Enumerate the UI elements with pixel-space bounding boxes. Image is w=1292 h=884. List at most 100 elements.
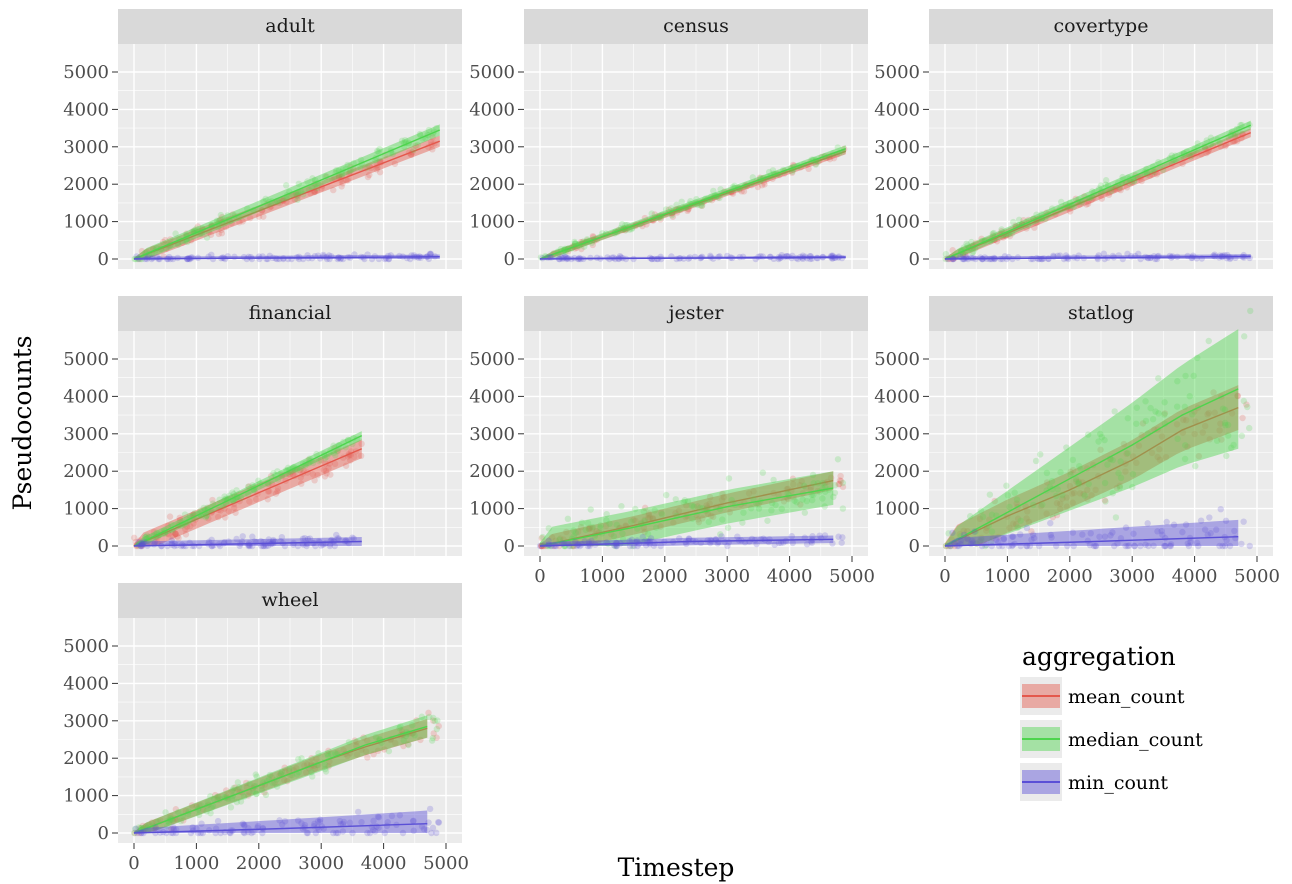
data-point [1030,534,1038,542]
data-point [1174,378,1181,385]
confidence-band [134,135,440,259]
data-point [1156,446,1163,453]
data-point [778,505,785,513]
data-point [175,534,182,542]
data-point [150,541,158,548]
data-point [1155,158,1162,166]
data-point [803,541,811,548]
y-axis: 0 1000 2000 3000 4000 5000 [63,62,118,270]
data-point [274,468,281,475]
data-point [198,820,205,827]
data-point [1010,218,1017,226]
data-point [1035,542,1043,550]
data-point [135,824,143,831]
data-point [312,829,320,837]
data-point [1049,514,1057,521]
data-point [334,829,342,837]
y-tick-label: 3000 [63,711,109,732]
data-point [720,493,727,501]
data-point [239,820,246,827]
data-point [651,507,658,514]
data-point [154,539,161,546]
data-point [381,746,388,753]
data-point [218,226,225,234]
data-point [159,238,167,246]
data-point [344,161,351,169]
data-point [245,491,252,498]
data-point [581,243,588,250]
data-point [1039,255,1046,263]
data-point [1081,492,1088,499]
data-point [1166,542,1174,550]
data-point [1138,177,1145,185]
data-point [1159,531,1166,538]
data-point [264,496,271,503]
data-point [1068,490,1076,497]
data-point [1067,208,1074,215]
data-point [706,500,713,507]
data-point [545,525,553,532]
data-point [311,820,318,828]
data-point [626,542,634,550]
data-point [788,533,796,540]
data-point [309,471,317,478]
x-axis-title: Timestep [618,853,735,882]
data-point [819,479,826,487]
data-point [1129,471,1137,478]
data-point [1149,416,1157,423]
data-point [1122,542,1129,550]
data-point [429,134,436,141]
data-point [396,812,404,819]
data-point [1069,466,1077,474]
data-point [593,254,601,261]
data-point [657,542,664,550]
data-point [301,534,308,542]
series-mean_count [538,471,847,550]
data-point [1152,408,1159,415]
data-point [189,542,196,550]
data-point [699,515,706,522]
data-point [278,768,286,776]
data-point [181,525,189,533]
data-point [1173,403,1181,410]
data-point [313,450,320,458]
data-point [425,709,432,717]
data-point [278,821,286,828]
data-point [1101,533,1109,540]
data-point [554,252,562,260]
data-point [790,481,797,488]
data-point [255,253,263,260]
data-point [255,477,262,484]
data-point [829,540,836,547]
data-point [1028,528,1035,535]
data-point [304,829,311,837]
data-point [1142,398,1149,405]
data-point [645,510,653,517]
data-point [1115,469,1122,477]
data-point [304,178,311,185]
data-point [410,817,417,824]
data-point [1117,535,1125,542]
data-point [235,784,243,791]
series-line [133,822,428,834]
data-point [223,787,230,794]
data-point [988,528,996,535]
data-point [1159,166,1167,174]
data-point [798,478,805,485]
data-point [329,176,336,183]
data-point [1124,415,1132,422]
x-tick-label: 2000 [1047,566,1093,587]
data-point [351,453,358,460]
facet-panel-wheel: wheel 0 1000 2000 3000 4000 5000 0 1000 2000 3000 4… [63,583,469,874]
data-point [1092,542,1099,550]
data-point [175,241,182,248]
data-point [325,752,332,760]
data-point [629,542,636,550]
data-point [299,540,306,547]
data-point [1086,541,1094,549]
data-point [168,521,175,528]
data-point [331,175,338,182]
data-point [344,752,351,760]
data-point [717,186,724,193]
data-point [434,717,441,724]
